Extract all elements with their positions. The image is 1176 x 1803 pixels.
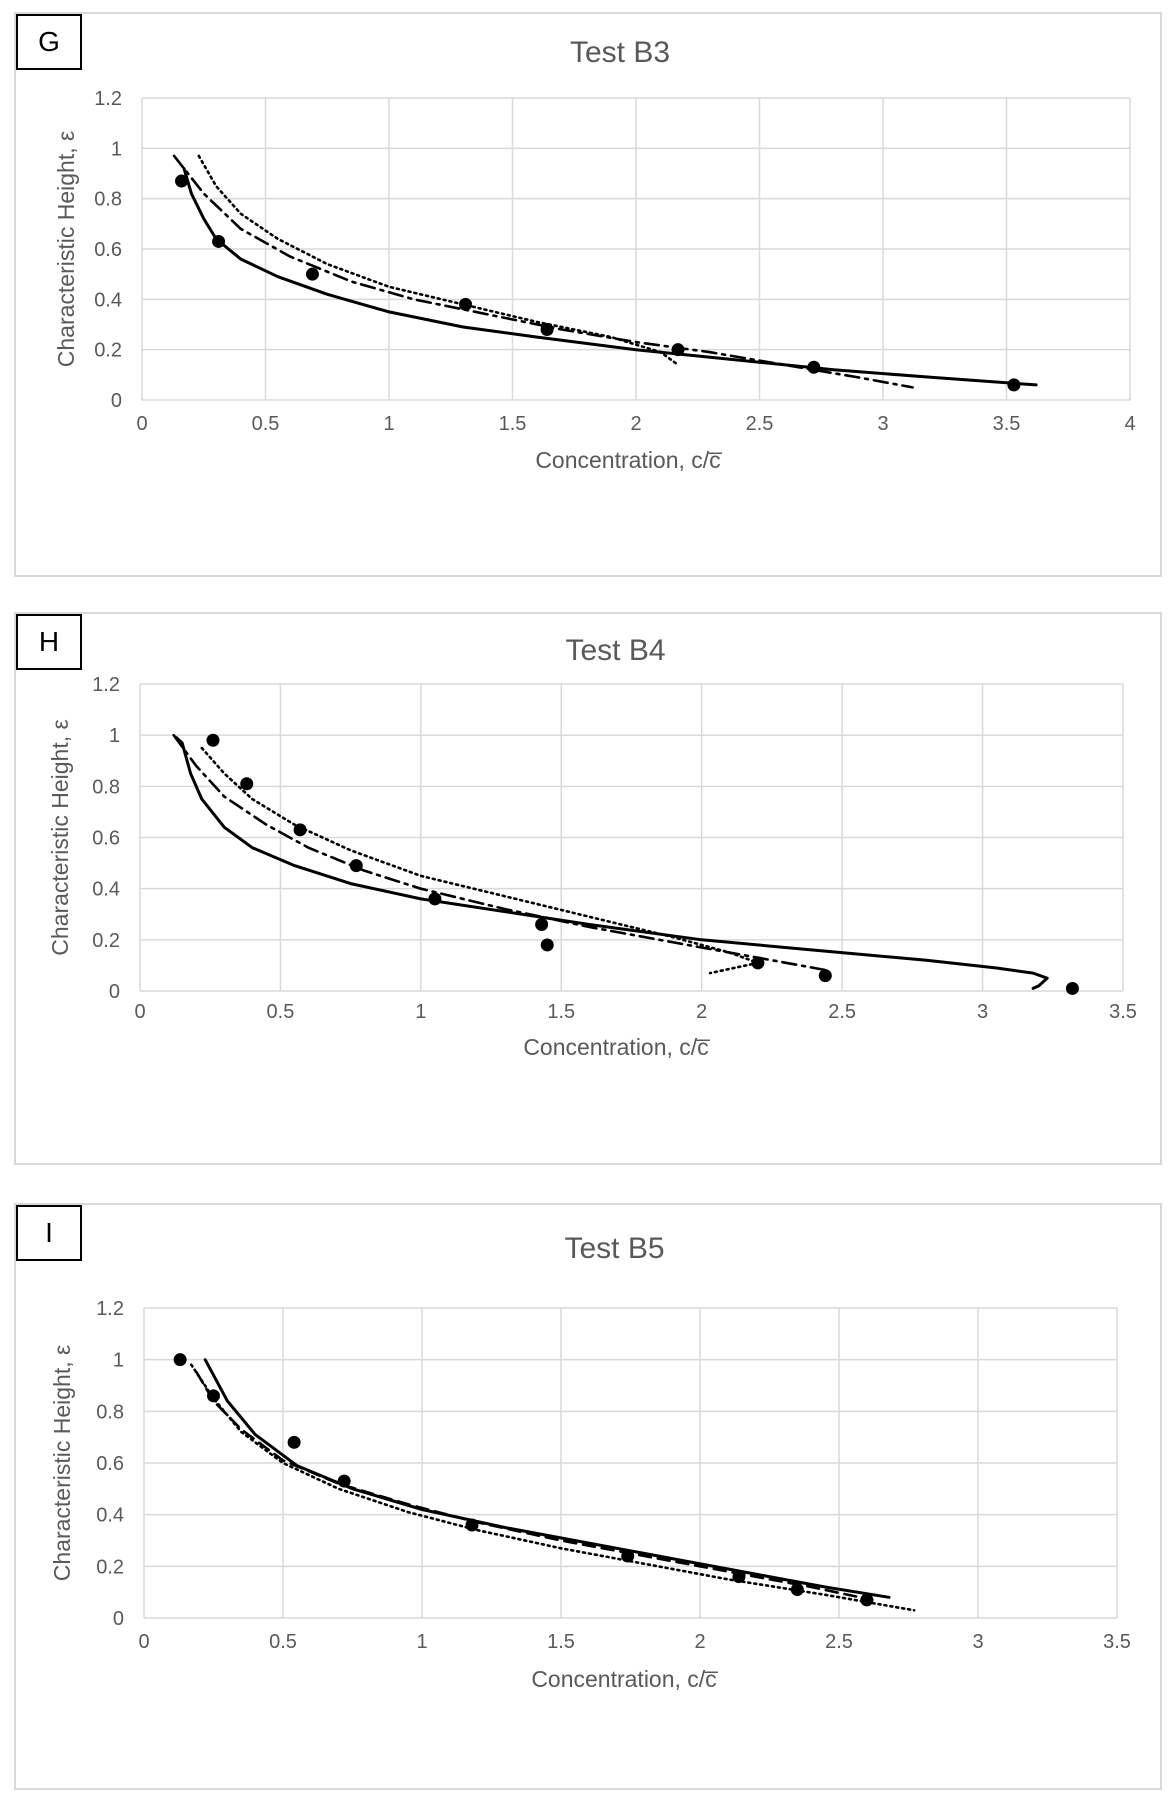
x-tick-label: 0.5 — [269, 1631, 297, 1653]
data-point — [459, 297, 473, 311]
x-tick-label: 1.5 — [547, 1631, 575, 1653]
x-tick-label: 1 — [383, 413, 394, 435]
x-tick-label: 2 — [696, 1001, 707, 1023]
y-tick-label: 0.6 — [96, 1453, 124, 1475]
x-tick-label: 3.5 — [1103, 1631, 1131, 1653]
x-tick-label: 2.5 — [828, 1001, 856, 1023]
chart-title: Test B4 — [565, 634, 665, 667]
y-tick-label: 0 — [109, 981, 120, 1003]
x-tick-label: 0.5 — [252, 413, 280, 435]
panel-label: G — [16, 14, 82, 70]
x-tick-label: 2.5 — [825, 1631, 853, 1653]
x-tick-label: 3.5 — [1109, 1001, 1137, 1023]
chart-panel-h: H Test B4 0 0.2 0.4 0.6 0.8 1 1.2 0 0.5 1 1.5 2 2.5 3 3… — [14, 612, 1162, 1165]
x-tick-label: 3 — [972, 1631, 983, 1653]
series-line-solid — [203, 1358, 891, 1599]
data-point — [305, 267, 319, 281]
x-tick-label: 1.5 — [499, 413, 527, 435]
series-line-dash-dot — [172, 154, 914, 389]
data-point — [207, 1389, 220, 1403]
y-tick-label: 0.4 — [94, 289, 122, 311]
x-axis-title: Concentration, c/c̅ — [531, 1666, 718, 1692]
series-line-solid — [175, 736, 1049, 990]
y-tick-label: 0.4 — [96, 1505, 124, 1527]
chart-panel-i: I Test B5 0 0.2 0.4 0.6 0.8 1 1.2 0 0.5 1 1.5 2 2.5 3 3… — [14, 1203, 1162, 1790]
data-point — [173, 1353, 187, 1367]
y-tick-label: 1.2 — [96, 1298, 124, 1320]
y-axis-title: Characteristic Height, ε — [53, 131, 79, 368]
chart-b4: Test B4 0 0.2 0.4 0.6 0.8 1 1.2 0 0.5 1 1.5 2 2.5 3 3.5… — [47, 634, 1137, 1060]
x-tick-label: 4 — [1124, 413, 1135, 435]
data-point — [240, 777, 254, 791]
y-tick-label: 1 — [111, 138, 122, 160]
y-tick-label: 0.8 — [94, 189, 122, 211]
chart-b3: Test B3 0 0.2 0.4 0.6 0.8 1 1.2 0 0.5 1 1.5 2 2.5 3 3.5… — [53, 36, 1136, 473]
y-tick-label: 0.8 — [96, 1401, 124, 1423]
data-point — [1065, 981, 1079, 995]
chart-title: Test B3 — [570, 36, 670, 69]
data-point — [535, 917, 549, 931]
x-tick-label: 0 — [138, 1631, 149, 1653]
y-tick-label: 1.2 — [94, 88, 122, 110]
x-tick-label: 2.5 — [746, 413, 774, 435]
x-tick-label: 3.5 — [993, 413, 1021, 435]
x-axis-title: Concentration, c/c̅ — [535, 447, 722, 473]
data-point — [540, 938, 554, 952]
y-tick-label: 0.6 — [94, 239, 122, 261]
chart-title: Test B5 — [564, 1232, 664, 1265]
chart-b5: Test B5 0 0.2 0.4 0.6 0.8 1 1.2 0 0.5 1 1.5 2 2.5 3 3.5… — [49, 1232, 1131, 1692]
y-tick-label: 0.2 — [94, 340, 122, 362]
y-tick-label: 0.8 — [92, 776, 120, 798]
x-tick-label: 0 — [134, 1001, 145, 1023]
y-tick-label: 0 — [113, 1608, 124, 1630]
series-line-dotted — [190, 1363, 916, 1612]
y-axis-title: Characteristic Height, ε — [49, 1345, 75, 1582]
y-tick-label: 1 — [109, 725, 120, 747]
data-point — [287, 1435, 301, 1449]
panel-label: I — [16, 1205, 82, 1261]
series-measured — [206, 733, 1079, 995]
series-line-dashed — [195, 1371, 874, 1602]
series-measured — [173, 1353, 874, 1607]
x-tick-label: 1.5 — [547, 1001, 575, 1023]
x-tick-label: 3 — [977, 1001, 988, 1023]
x-tick-label: 1 — [415, 1001, 426, 1023]
y-tick-label: 0.2 — [92, 930, 120, 952]
y-tick-label: 0.6 — [92, 828, 120, 850]
x-tick-label: 2 — [694, 1631, 705, 1653]
series-line-dash-dot — [172, 733, 830, 972]
x-tick-label: 0 — [136, 413, 147, 435]
x-tick-label: 3 — [877, 413, 888, 435]
x-tick-label: 2 — [630, 413, 641, 435]
x-axis-title: Concentration, c/c̅ — [523, 1034, 710, 1060]
data-point — [175, 174, 189, 188]
series-line-dotted — [200, 746, 760, 975]
series-line-dotted — [197, 154, 680, 367]
y-tick-label: 1 — [113, 1350, 124, 1372]
y-tick-label: 0.2 — [96, 1556, 124, 1578]
series-measured — [175, 174, 1021, 392]
data-point — [293, 823, 307, 837]
x-tick-label: 0.5 — [267, 1001, 295, 1023]
chart-panel-g: G Test B3 0 0.2 0.4 0.6 0.8 1 1.2 0 0.5 1 1.5 2 2.5 3 3… — [14, 12, 1162, 577]
data-point — [206, 733, 220, 747]
data-point — [818, 969, 832, 983]
y-tick-label: 0 — [111, 390, 122, 412]
y-tick-label: 0.4 — [92, 879, 120, 901]
panel-label: H — [16, 614, 82, 670]
x-tick-label: 1 — [416, 1631, 427, 1653]
y-axis-title: Characteristic Height, ε — [47, 719, 73, 956]
y-tick-label: 1.2 — [92, 674, 120, 696]
